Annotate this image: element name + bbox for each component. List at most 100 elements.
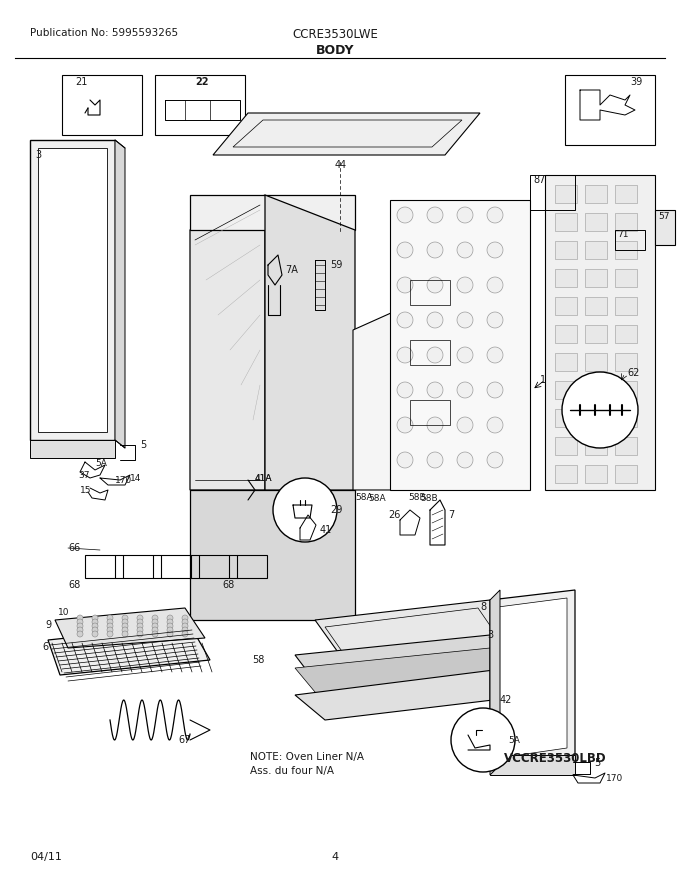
Bar [615, 230, 645, 250]
Circle shape [182, 627, 188, 633]
Circle shape [107, 623, 113, 629]
Text: 58B: 58B [408, 493, 426, 502]
Circle shape [427, 452, 443, 468]
Circle shape [451, 708, 515, 772]
Circle shape [427, 347, 443, 363]
Circle shape [182, 631, 188, 637]
Text: 37: 37 [78, 471, 90, 480]
Circle shape [397, 382, 413, 398]
Circle shape [487, 347, 503, 363]
Text: 6: 6 [42, 642, 48, 652]
Circle shape [427, 312, 443, 328]
Bar [585, 241, 607, 259]
Text: 10: 10 [58, 607, 69, 617]
Circle shape [457, 347, 473, 363]
Text: 4: 4 [331, 852, 339, 862]
Text: 22: 22 [195, 77, 209, 87]
Bar [615, 185, 637, 203]
Polygon shape [295, 648, 515, 698]
Text: 41A: 41A [255, 473, 273, 482]
Polygon shape [190, 195, 355, 230]
Bar [615, 437, 637, 455]
Text: BODY: BODY [316, 44, 354, 57]
Circle shape [92, 627, 98, 633]
Text: 170: 170 [606, 774, 624, 782]
Text: Publication No: 5995593265: Publication No: 5995593265 [30, 28, 178, 38]
Bar [62, 75, 142, 135]
Text: VCCRE3530LBD: VCCRE3530LBD [504, 752, 607, 765]
Circle shape [77, 631, 83, 637]
Bar [555, 437, 577, 455]
Circle shape [152, 615, 158, 621]
Bar [555, 381, 577, 399]
Text: 1: 1 [540, 375, 546, 385]
Circle shape [457, 277, 473, 293]
Circle shape [273, 478, 337, 542]
Circle shape [167, 619, 173, 625]
Bar [585, 297, 607, 315]
Circle shape [397, 312, 413, 328]
Bar [565, 75, 655, 145]
Bar [615, 241, 637, 259]
Circle shape [167, 615, 173, 621]
Circle shape [427, 382, 443, 398]
Bar [585, 409, 607, 427]
Text: 66: 66 [68, 543, 80, 553]
Text: 21: 21 [75, 77, 87, 87]
Circle shape [427, 242, 443, 258]
Circle shape [457, 242, 473, 258]
Polygon shape [30, 140, 115, 440]
Circle shape [167, 631, 173, 637]
Text: 58A: 58A [355, 493, 373, 502]
Circle shape [152, 619, 158, 625]
Bar [615, 297, 637, 315]
Circle shape [427, 417, 443, 433]
Bar [615, 269, 637, 287]
Polygon shape [30, 440, 115, 458]
Text: 67: 67 [178, 735, 190, 745]
Circle shape [397, 452, 413, 468]
Circle shape [122, 619, 128, 625]
Text: 7: 7 [448, 510, 454, 520]
Circle shape [137, 623, 143, 629]
Circle shape [107, 631, 113, 637]
Circle shape [487, 242, 503, 258]
Bar [410, 340, 450, 365]
Text: 58B: 58B [420, 494, 438, 502]
Text: CCRE3530LWE: CCRE3530LWE [292, 28, 378, 41]
Text: 8: 8 [480, 602, 486, 612]
Text: 5: 5 [140, 440, 146, 450]
Circle shape [182, 623, 188, 629]
Circle shape [122, 627, 128, 633]
Bar [555, 409, 577, 427]
Circle shape [487, 312, 503, 328]
Circle shape [122, 623, 128, 629]
Circle shape [122, 631, 128, 637]
Circle shape [152, 623, 158, 629]
Polygon shape [490, 755, 575, 775]
Bar [585, 381, 607, 399]
Bar [585, 465, 607, 483]
Text: 62: 62 [627, 368, 639, 378]
Text: 57: 57 [658, 211, 670, 221]
Circle shape [92, 615, 98, 621]
Text: 87: 87 [533, 175, 545, 185]
Text: 71: 71 [617, 230, 628, 238]
Bar [555, 465, 577, 483]
Text: 68: 68 [68, 580, 80, 590]
Circle shape [77, 615, 83, 621]
Text: 58: 58 [252, 655, 265, 665]
Circle shape [457, 417, 473, 433]
Circle shape [77, 619, 83, 625]
Circle shape [397, 277, 413, 293]
Circle shape [137, 631, 143, 637]
Circle shape [137, 627, 143, 633]
Circle shape [427, 207, 443, 223]
Circle shape [487, 417, 503, 433]
Bar [585, 325, 607, 343]
Bar [585, 353, 607, 371]
Text: 7A: 7A [285, 265, 298, 275]
Circle shape [457, 312, 473, 328]
Circle shape [107, 619, 113, 625]
Text: 68: 68 [222, 580, 234, 590]
